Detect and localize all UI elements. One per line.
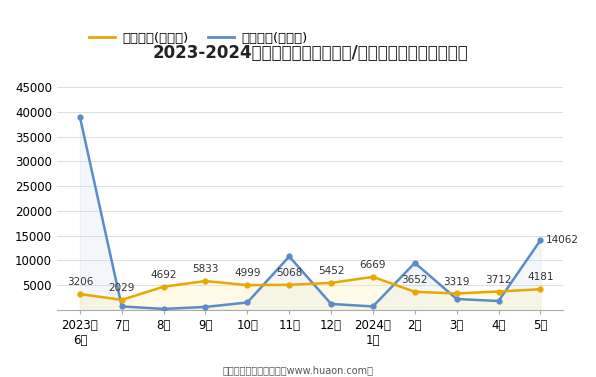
进口总额(千美元)	[160, 307, 167, 311]
Text: 2029: 2029	[108, 283, 135, 293]
Text: 4999: 4999	[234, 268, 260, 278]
进口总额(千美元)	[370, 304, 377, 309]
Text: 3712: 3712	[485, 274, 512, 285]
进口总额(千美元)	[76, 115, 83, 119]
Text: 5452: 5452	[318, 266, 344, 276]
出口总额(千美元)	[285, 282, 293, 287]
进口总额(千美元)	[118, 304, 125, 309]
进口总额(千美元)	[202, 305, 209, 309]
Title: 2023-2024年广元市（境内目的地/货源地）进、出口额统计: 2023-2024年广元市（境内目的地/货源地）进、出口额统计	[152, 44, 468, 62]
出口总额(千美元)	[495, 289, 502, 294]
出口总额(千美元)	[537, 287, 544, 291]
出口总额(千美元)	[453, 291, 460, 296]
Text: 5833: 5833	[193, 264, 219, 274]
进口总额(千美元)	[285, 254, 293, 259]
Line: 进口总额(千美元): 进口总额(千美元)	[77, 114, 543, 311]
进口总额(千美元)	[453, 297, 460, 301]
Text: 14062: 14062	[546, 235, 579, 245]
Text: 5068: 5068	[276, 268, 302, 278]
进口总额(千美元)	[328, 302, 335, 306]
Line: 出口总额(千美元): 出口总额(千美元)	[77, 274, 543, 302]
出口总额(千美元)	[370, 274, 377, 279]
出口总额(千美元)	[244, 283, 251, 287]
Text: 4692: 4692	[150, 270, 177, 280]
出口总额(千美元)	[160, 284, 167, 289]
出口总额(千美元)	[202, 279, 209, 283]
Text: 4181: 4181	[527, 272, 554, 282]
Text: 3652: 3652	[402, 275, 428, 285]
Text: 3206: 3206	[67, 277, 93, 287]
出口总额(千美元)	[328, 280, 335, 285]
Legend: 出口总额(千美元), 进口总额(千美元): 出口总额(千美元), 进口总额(千美元)	[83, 27, 312, 50]
进口总额(千美元)	[411, 261, 418, 265]
进口总额(千美元)	[244, 300, 251, 305]
出口总额(千美元)	[411, 290, 418, 294]
出口总额(千美元)	[76, 292, 83, 296]
出口总额(千美元)	[118, 297, 125, 302]
Text: 6669: 6669	[360, 260, 386, 270]
Text: 制图：华经产业研究院（www.huaon.com）: 制图：华经产业研究院（www.huaon.com）	[222, 365, 374, 375]
Text: 3319: 3319	[443, 276, 470, 287]
进口总额(千美元)	[537, 238, 544, 242]
进口总额(千美元)	[495, 299, 502, 303]
